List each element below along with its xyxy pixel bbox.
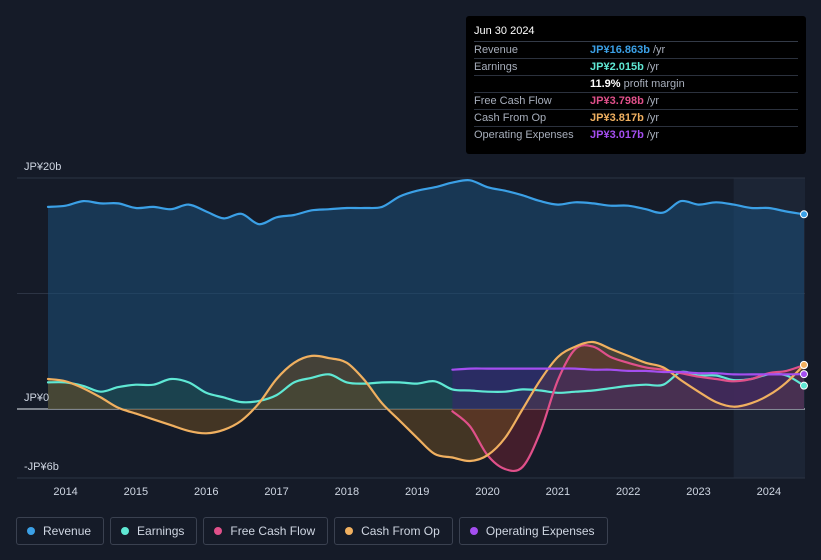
operating-expenses-end-point (800, 370, 808, 379)
legend-label: Revenue (43, 524, 92, 538)
x-tick-label: 2014 (53, 486, 77, 498)
legend-dot-icon (121, 527, 130, 535)
x-tick-label: 2017 (264, 486, 288, 498)
legend-item-revenue[interactable]: Revenue (16, 517, 105, 545)
tooltip-row: Earnings JP¥2.015b/yr (474, 59, 798, 76)
legend-dot-icon (469, 527, 478, 535)
tooltip-row-unit: /yr (646, 112, 660, 124)
tooltip-row-unit: /yr (646, 95, 660, 107)
x-tick-label: 2015 (124, 486, 148, 498)
tooltip-row-value: JP¥3.817b (590, 112, 644, 124)
tooltip-row: Free Cash Flow JP¥3.798b/yr (474, 93, 798, 110)
legend-item-earnings[interactable]: Earnings (110, 517, 198, 545)
x-tick-label: 2022 (616, 486, 640, 498)
tooltip-row-label: Operating Expenses (474, 129, 574, 141)
x-tick-label: 2016 (194, 486, 218, 498)
revenue-line (46, 179, 806, 226)
tooltip-row-unit: profit margin (623, 78, 685, 90)
y-tick-label: JP¥0 (24, 392, 49, 404)
tooltip-row-label (474, 76, 590, 92)
legend-dot-icon (214, 527, 223, 535)
x-tick-label: 2023 (686, 486, 710, 498)
legend-item-free-cash-flow[interactable]: Free Cash Flow (203, 517, 329, 545)
cash-from-op-line (46, 340, 806, 463)
tooltip-row-value: JP¥2.015b (590, 61, 644, 73)
tooltip-row-label: Earnings (474, 61, 518, 73)
legend-label: Operating Expenses (485, 524, 595, 538)
tooltip-row: Operating Expenses JP¥3.017b/yr (474, 127, 798, 143)
legend-item-operating-expenses[interactable]: Operating Expenses (458, 517, 608, 545)
revenue-end-point (800, 210, 808, 219)
tooltip-row-unit: /yr (646, 129, 660, 141)
free-cash-flow-line (451, 344, 806, 473)
tooltip-row-value: 11.9% (590, 78, 621, 90)
chart-tooltip: Jun 30 2024 Revenue JP¥16.863b/yr Earnings… (466, 16, 806, 154)
tooltip-row-unit: /yr (652, 44, 666, 56)
tooltip-row: 11.9% profit margin (474, 76, 798, 93)
x-tick-label: 2024 (757, 486, 781, 498)
x-tick-label: 2020 (475, 486, 499, 498)
tooltip-row-label: Free Cash Flow (474, 95, 552, 107)
legend-label: Cash From Op (361, 524, 440, 538)
y-tick-label: -JP¥6b (24, 461, 59, 473)
tooltip-row: Revenue JP¥16.863b/yr (474, 42, 798, 59)
cash-from-op-end-point (800, 360, 808, 369)
legend-dot-icon (27, 527, 35, 535)
tooltip-row-unit: /yr (646, 61, 660, 73)
tooltip-row-value: JP¥16.863b (590, 44, 650, 56)
tooltip-row-value: JP¥3.017b (590, 129, 644, 141)
tooltip-row: Cash From Op JP¥3.817b/yr (474, 110, 798, 127)
legend-item-cash-from-op[interactable]: Cash From Op (334, 517, 453, 545)
legend-label: Free Cash Flow (230, 524, 316, 538)
earnings-end-point (800, 381, 808, 390)
tooltip-row-label: Cash From Op (474, 112, 547, 124)
tooltip-row-label: Revenue (474, 44, 519, 56)
chart-canvas: JP¥20b JP¥0 -JP¥6b 2014 2015 2016 2017 2018 2019… (17, 161, 808, 498)
y-tick-label: JP¥20b (24, 161, 61, 173)
tooltip-row-value: JP¥3.798b (590, 95, 644, 107)
tooltip-date: Jun 30 2024 (474, 24, 798, 42)
x-tick-label: 2021 (546, 486, 570, 498)
legend-label: Earnings (137, 524, 185, 538)
legend-dot-icon (345, 527, 354, 535)
chart-legend: Revenue Earnings Free Cash Flow Cash From O… (16, 517, 608, 545)
x-tick-label: 2018 (335, 486, 359, 498)
x-tick-label: 2019 (405, 486, 429, 498)
operating-expenses-line (451, 367, 806, 376)
